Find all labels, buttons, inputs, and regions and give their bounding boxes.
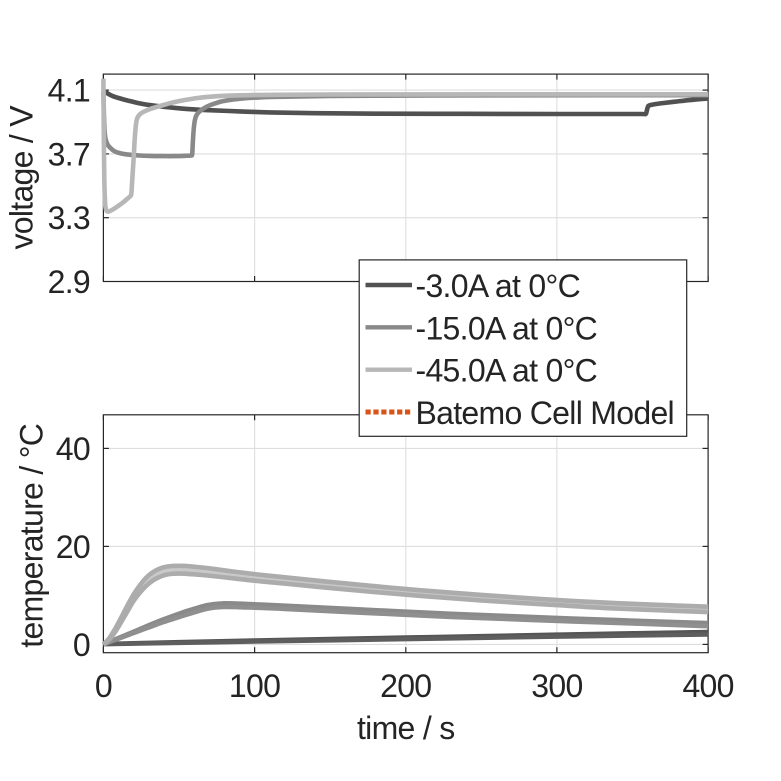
svg-text:100: 100 (229, 668, 280, 704)
svg-text:-45.0A at 0°C: -45.0A at 0°C (416, 353, 598, 389)
svg-text:voltage / V: voltage / V (4, 105, 40, 250)
svg-text:0: 0 (95, 668, 112, 704)
svg-text:time / s: time / s (357, 710, 455, 746)
svg-text:20: 20 (56, 529, 90, 565)
svg-text:200: 200 (380, 668, 431, 704)
svg-text:300: 300 (531, 668, 582, 704)
svg-text:4.1: 4.1 (48, 73, 90, 109)
svg-text:400: 400 (682, 668, 733, 704)
svg-text:0: 0 (73, 627, 90, 663)
svg-text:3.7: 3.7 (48, 136, 90, 172)
svg-text:3.3: 3.3 (48, 200, 90, 236)
svg-text:Batemo Cell Model: Batemo Cell Model (416, 395, 674, 431)
svg-text:40: 40 (56, 431, 90, 467)
svg-text:-3.0A at 0°C: -3.0A at 0°C (416, 268, 581, 304)
svg-text:temperature / °C: temperature / °C (13, 424, 49, 648)
svg-text:-15.0A at 0°C: -15.0A at 0°C (416, 310, 598, 346)
svg-text:2.9: 2.9 (48, 264, 90, 300)
